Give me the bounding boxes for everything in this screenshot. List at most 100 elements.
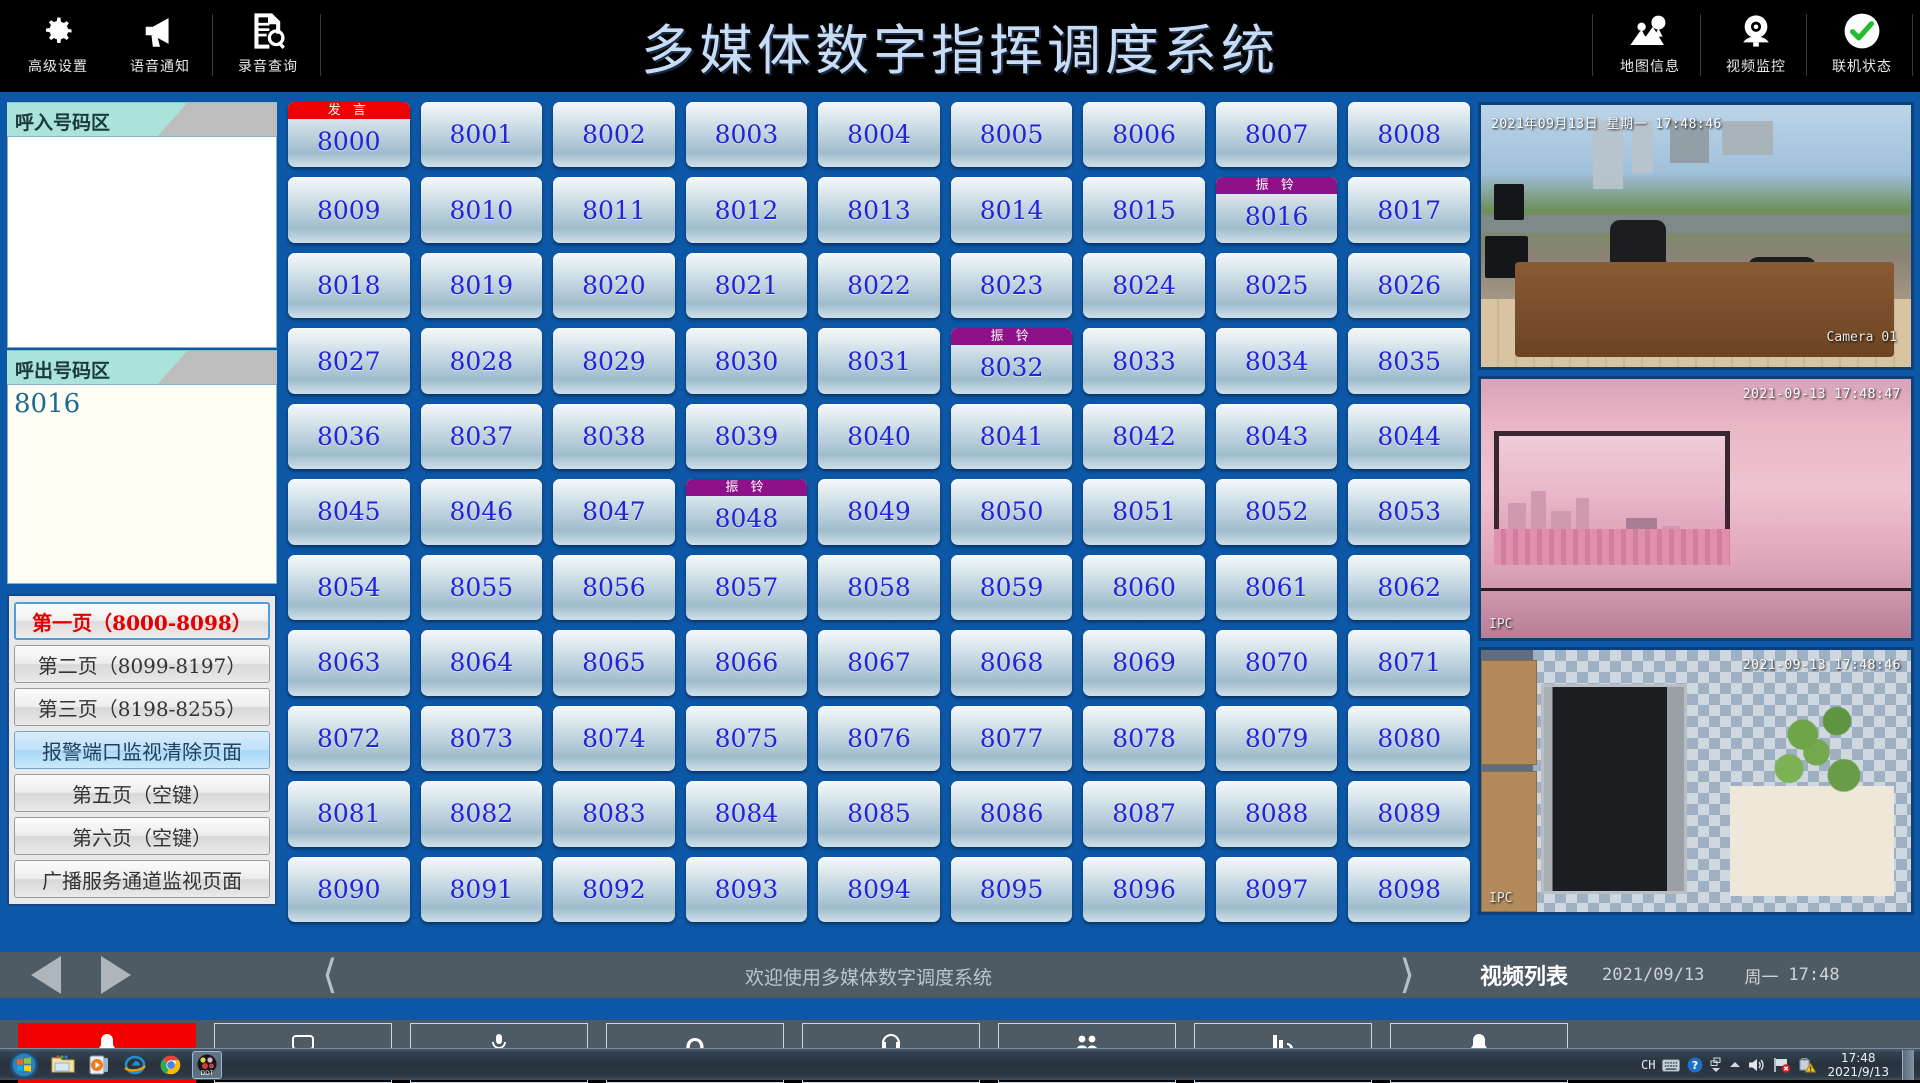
extension-button-8028[interactable]: 8028 — [420, 328, 543, 394]
extension-button-8027[interactable]: 8027 — [288, 328, 410, 394]
outgoing-number-list[interactable]: 8016 — [7, 384, 277, 584]
video-tile-1[interactable]: 2021年09月13日 星期一 17:48:46 Camera 01 — [1478, 102, 1914, 370]
extension-button-8092[interactable]: 8092 — [553, 856, 675, 922]
page-button-3[interactable]: 第三页（8198-8255） — [14, 688, 270, 726]
extension-button-8090[interactable]: 8090 — [288, 856, 410, 922]
extension-button-8020[interactable]: 8020 — [553, 252, 675, 319]
volume-icon[interactable] — [1748, 1057, 1766, 1073]
extension-button-8045[interactable]: 8045 — [288, 479, 410, 545]
extension-button-8068[interactable]: 8068 — [950, 630, 1073, 696]
ticker-next-icon[interactable]: ⟩ — [1399, 953, 1415, 997]
video-list-label[interactable]: 视频列表 — [1480, 965, 1569, 990]
taskbar-internet-explorer-icon[interactable] — [120, 1051, 150, 1079]
input-method-indicator[interactable]: CH — [1641, 1058, 1656, 1072]
extension-button-8029[interactable]: 8029 — [553, 328, 675, 394]
extension-button-8053[interactable]: 8053 — [1348, 479, 1470, 545]
extension-button-8077[interactable]: 8077 — [950, 705, 1073, 772]
help-icon[interactable]: ? — [1687, 1057, 1703, 1073]
extension-button-8095[interactable]: 8095 — [950, 856, 1073, 922]
extension-button-8031[interactable]: 8031 — [818, 328, 940, 394]
show-desktop-button[interactable] — [1902, 1050, 1914, 1080]
extension-button-8063[interactable]: 8063 — [288, 630, 410, 696]
extension-button-8000[interactable]: 发 言 8000 — [288, 102, 410, 168]
extension-button-8094[interactable]: 8094 — [818, 856, 940, 922]
extension-button-8010[interactable]: 8010 — [420, 177, 543, 243]
extension-button-8019[interactable]: 8019 — [420, 252, 543, 319]
extension-button-8071[interactable]: 8071 — [1348, 630, 1470, 696]
action-center-flag-icon[interactable] — [1773, 1057, 1791, 1073]
extension-button-8039[interactable]: 8039 — [685, 403, 808, 470]
extension-button-8083[interactable]: 8083 — [553, 781, 675, 847]
extension-button-8017[interactable]: 8017 — [1348, 177, 1470, 243]
extension-button-8082[interactable]: 8082 — [420, 781, 543, 847]
extension-button-8073[interactable]: 8073 — [420, 705, 543, 772]
map-info-button[interactable]: 地图信息 — [1600, 6, 1700, 88]
extension-button-8052[interactable]: 8052 — [1215, 479, 1338, 545]
taskbar-explorer-icon[interactable] — [48, 1051, 78, 1079]
extension-button-8055[interactable]: 8055 — [420, 554, 543, 621]
extension-button-8047[interactable]: 8047 — [553, 479, 675, 545]
page-button-2[interactable]: 第二页（8099-8197） — [14, 645, 270, 683]
keyboard-icon[interactable] — [1662, 1058, 1681, 1072]
extension-button-8087[interactable]: 8087 — [1083, 781, 1205, 847]
taskbar-clock[interactable]: 17:48 2021/9/13 — [1827, 1051, 1889, 1079]
extension-button-8084[interactable]: 8084 — [685, 781, 808, 847]
extension-button-8014[interactable]: 8014 — [950, 177, 1073, 243]
page-button-7[interactable]: 广播服务通道监视页面 — [14, 860, 270, 898]
extension-button-8085[interactable]: 8085 — [818, 781, 940, 847]
extension-button-8062[interactable]: 8062 — [1348, 554, 1470, 621]
extension-button-8061[interactable]: 8061 — [1215, 554, 1338, 621]
taskbar-ddt-app-icon[interactable]: DDT — [192, 1051, 222, 1079]
taskbar-media-player-icon[interactable] — [84, 1051, 114, 1079]
extension-button-8025[interactable]: 8025 — [1215, 252, 1338, 319]
extension-button-8013[interactable]: 8013 — [818, 177, 940, 243]
extension-button-8048[interactable]: 振 铃 8048 — [685, 479, 808, 545]
extension-button-8041[interactable]: 8041 — [950, 403, 1073, 470]
extension-button-8066[interactable]: 8066 — [685, 630, 808, 696]
extension-button-8040[interactable]: 8040 — [818, 403, 940, 470]
show-hidden-icons-icon[interactable] — [1710, 1057, 1722, 1073]
extension-button-8075[interactable]: 8075 — [685, 705, 808, 772]
scroll-right-button[interactable] — [88, 956, 144, 994]
extension-button-8033[interactable]: 8033 — [1083, 328, 1205, 394]
extension-button-8034[interactable]: 8034 — [1215, 328, 1338, 394]
extension-button-8057[interactable]: 8057 — [685, 554, 808, 621]
extension-button-8002[interactable]: 8002 — [553, 102, 675, 168]
extension-button-8079[interactable]: 8079 — [1215, 705, 1338, 772]
voice-notice-button[interactable]: 语音通知 — [110, 6, 210, 88]
page-button-5[interactable]: 第五页（空键） — [14, 774, 270, 812]
extension-button-8008[interactable]: 8008 — [1348, 102, 1470, 168]
extension-button-8016[interactable]: 振 铃 8016 — [1215, 177, 1338, 243]
extension-button-8036[interactable]: 8036 — [288, 403, 410, 470]
extension-button-8067[interactable]: 8067 — [818, 630, 940, 696]
chevron-up-icon[interactable] — [1729, 1060, 1741, 1070]
extension-button-8089[interactable]: 8089 — [1348, 781, 1470, 847]
extension-button-8037[interactable]: 8037 — [420, 403, 543, 470]
extension-button-8018[interactable]: 8018 — [288, 252, 410, 319]
extension-button-8001[interactable]: 8001 — [420, 102, 543, 168]
extension-button-8044[interactable]: 8044 — [1348, 403, 1470, 470]
taskbar-chrome-icon[interactable] — [156, 1051, 186, 1079]
extension-button-8081[interactable]: 8081 — [288, 781, 410, 847]
online-status-button[interactable]: 联机状态 — [1812, 6, 1912, 88]
extension-button-8011[interactable]: 8011 — [553, 177, 675, 243]
extension-button-8069[interactable]: 8069 — [1083, 630, 1205, 696]
extension-button-8038[interactable]: 8038 — [553, 403, 675, 470]
extension-button-8050[interactable]: 8050 — [950, 479, 1073, 545]
scroll-left-button[interactable] — [18, 956, 74, 994]
video-tile-2[interactable]: 2021-09-13 17:48:47 IPC — [1478, 376, 1914, 641]
extension-button-8043[interactable]: 8043 — [1215, 403, 1338, 470]
extension-button-8030[interactable]: 8030 — [685, 328, 808, 394]
extension-button-8080[interactable]: 8080 — [1348, 705, 1470, 772]
extension-button-8049[interactable]: 8049 — [818, 479, 940, 545]
extension-button-8086[interactable]: 8086 — [950, 781, 1073, 847]
extension-button-8026[interactable]: 8026 — [1348, 252, 1470, 319]
extension-button-8072[interactable]: 8072 — [288, 705, 410, 772]
extension-button-8064[interactable]: 8064 — [420, 630, 543, 696]
security-warning-icon[interactable] — [1798, 1057, 1817, 1073]
extension-button-8078[interactable]: 8078 — [1083, 705, 1205, 772]
video-monitor-button[interactable]: 视频监控 — [1706, 6, 1806, 88]
extension-button-8023[interactable]: 8023 — [950, 252, 1073, 319]
extension-button-8088[interactable]: 8088 — [1215, 781, 1338, 847]
extension-button-8093[interactable]: 8093 — [685, 856, 808, 922]
